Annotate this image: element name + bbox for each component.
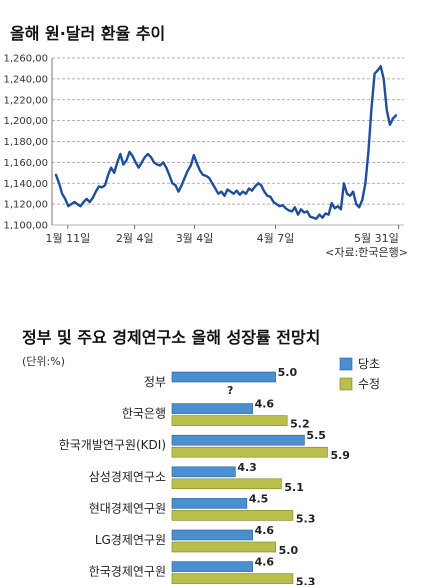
data-label-revised: ? (227, 384, 233, 397)
x-tick-label: 4월 7일 (257, 231, 295, 245)
data-label-original: 5.5 (306, 429, 326, 442)
y-tick-label: 1,200,00 (3, 116, 48, 127)
bar-revised (171, 478, 282, 490)
legend-swatch (339, 357, 353, 371)
bar-original (171, 529, 253, 541)
y-tick-label: 1,160,00 (3, 158, 48, 169)
bar-original (171, 561, 253, 572)
category-label: 정부 (144, 375, 166, 389)
data-label-original: 4.3 (237, 461, 256, 474)
chart1-x-ticks: 1월 11일 2월 4일 3월 4일 4월 7일 5월 31일 (45, 225, 400, 245)
y-tick-label: 1,140,00 (3, 179, 48, 190)
chart1-grid (51, 57, 404, 226)
chart2-unit-label: (단위:%) (22, 355, 65, 368)
category-label: 현대경제연구원 (89, 501, 166, 515)
data-label-original: 4.5 (249, 492, 269, 505)
chart1-title: 올해 원·달러 환율 추이 (10, 24, 165, 43)
data-label-original: 4.6 (255, 524, 275, 537)
chart1-y-ticks: 1,260,00 1,240,00 1,220,00 1,200,00 1,180,00… (3, 54, 48, 232)
data-label-revised: 5.3 (296, 576, 316, 585)
legend-label: 수정 (358, 377, 380, 391)
y-tick-label: 1,260,00 (3, 54, 48, 65)
y-tick-label: 1,120,00 (3, 200, 48, 211)
y-tick-label: 1,240,00 (3, 74, 48, 85)
bar-revised (171, 510, 294, 521)
bar-revised (171, 573, 294, 584)
bar-original (171, 498, 248, 509)
chart1-series (54, 65, 398, 220)
category-label: LG경제연구원 (95, 533, 166, 547)
bar-original (171, 466, 236, 478)
x-tick-label: 1월 11일 (45, 231, 90, 245)
category-label: 한국은행 (122, 406, 166, 421)
bar-revised (171, 541, 276, 553)
bar-revised (171, 415, 288, 426)
category-label: 삼성경제연구소 (89, 470, 166, 484)
data-label-revised: 5.0 (279, 544, 299, 557)
chart2-bars: 정부 5.0? 한국은행 4.6 5.2 한국개발연구원(KDI) 5.5 5.9 삼성경제연구… (59, 366, 350, 585)
category-label: 한국개발연구원(KDI) (59, 438, 166, 452)
bar-original (171, 434, 305, 446)
x-tick-label: 2월 4일 (116, 231, 154, 245)
data-label-revised: 5.9 (330, 449, 350, 462)
data-label-original: 5.0 (278, 366, 298, 379)
legend-swatch (339, 377, 353, 391)
data-label-revised: 5.2 (290, 418, 310, 431)
exchange-rate-line (54, 65, 398, 220)
y-tick-label: 1,100,00 (3, 221, 48, 232)
chart2-title: 정부 및 주요 경제연구소 올해 성장률 전망치 (22, 328, 320, 347)
chart1-source: <자료:한국은행> (325, 246, 408, 259)
bar-revised (171, 446, 328, 458)
legend-label: 당초 (358, 357, 380, 371)
y-tick-label: 1,220,00 (3, 95, 48, 106)
x-tick-label: 5월 31일 (354, 231, 399, 245)
bar-original (171, 403, 253, 414)
y-tick-label: 1,180,00 (3, 137, 48, 148)
data-label-revised: 5.1 (284, 481, 304, 494)
category-label: 한국경제연구원 (89, 565, 166, 579)
bar-original (171, 371, 276, 383)
data-label-original: 4.6 (255, 398, 275, 411)
data-label-revised: 5.3 (296, 512, 316, 525)
x-tick-label: 3월 4일 (176, 231, 214, 245)
data-label-original: 4.6 (255, 556, 275, 569)
